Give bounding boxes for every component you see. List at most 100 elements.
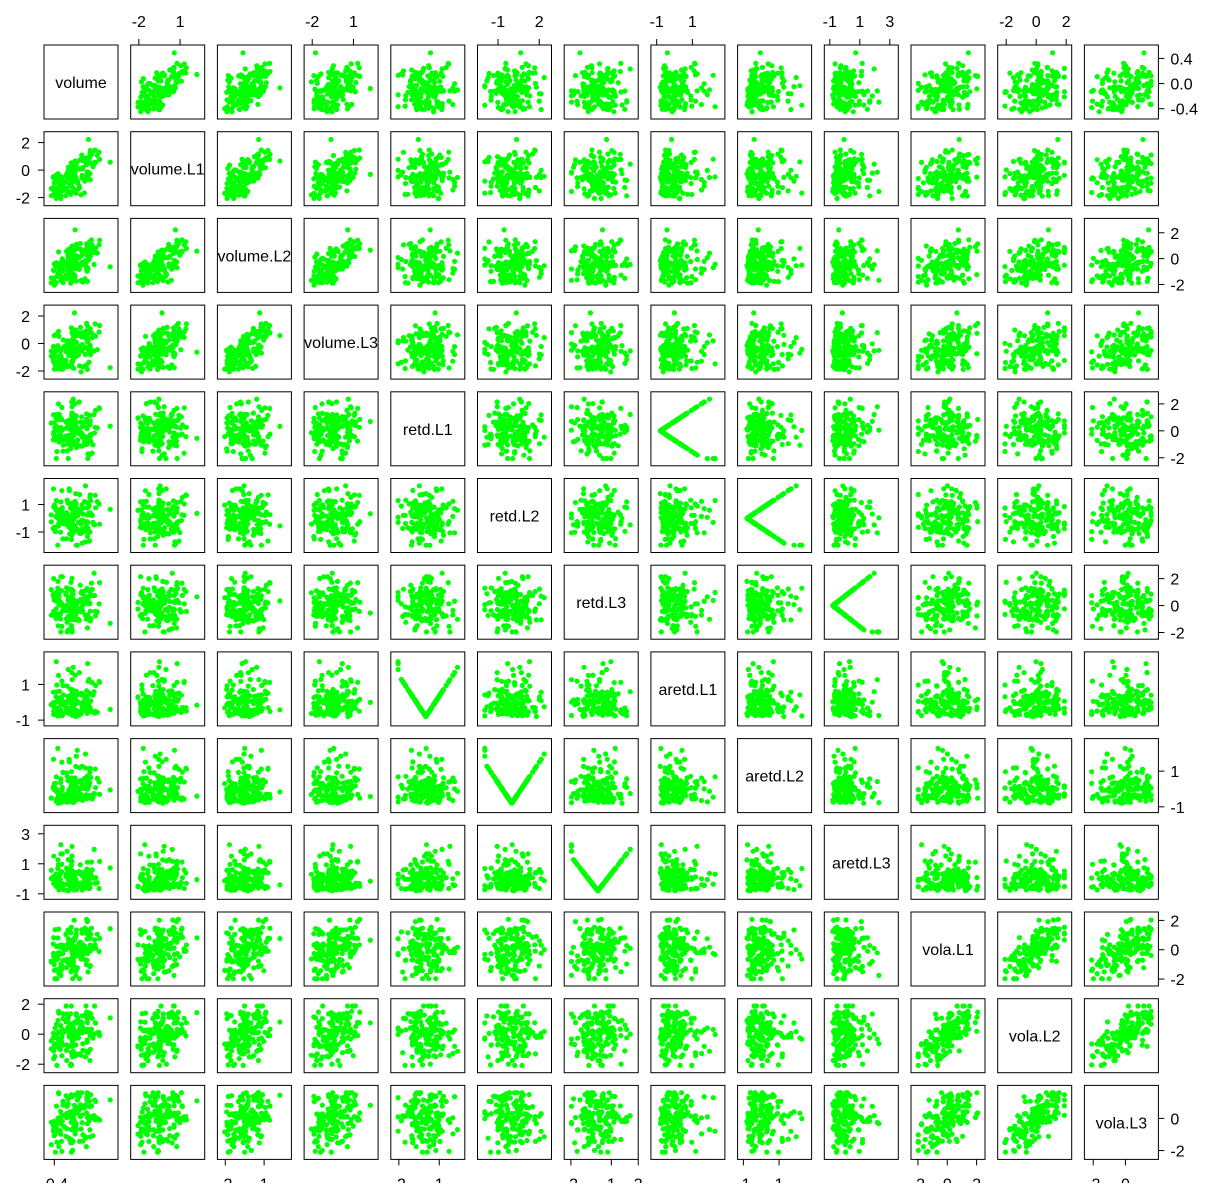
data-point (532, 65, 537, 70)
data-point (432, 80, 437, 85)
data-point (842, 168, 847, 173)
data-point (233, 86, 238, 91)
data-point (857, 277, 862, 282)
data-point (427, 263, 432, 268)
data-point (419, 154, 424, 159)
data-point (1140, 184, 1145, 189)
data-point (974, 73, 979, 78)
data-point (1146, 188, 1151, 193)
data-point (599, 100, 604, 105)
data-point (771, 175, 776, 180)
data-point (680, 80, 685, 85)
data-point (93, 160, 98, 165)
data-point (337, 171, 342, 176)
data-point (605, 175, 610, 180)
data-point (775, 269, 780, 274)
data-point (153, 84, 158, 89)
data-point (1028, 73, 1033, 78)
data-point (569, 100, 574, 105)
data-point (53, 193, 58, 198)
data-point (865, 88, 870, 93)
data-point (1011, 106, 1016, 111)
data-point (757, 171, 762, 176)
data-point (1090, 99, 1095, 104)
data-point (413, 70, 418, 75)
data-point (667, 71, 672, 76)
data-point (419, 272, 424, 277)
data-point (665, 50, 670, 55)
data-point (396, 157, 401, 162)
data-point (622, 88, 627, 93)
data-point (49, 186, 54, 191)
data-point (751, 165, 756, 170)
panel-volume-l1-vs-volume-l2 (217, 132, 291, 206)
data-point (946, 65, 951, 70)
data-point (836, 89, 841, 94)
data-point (622, 185, 627, 190)
data-point (508, 193, 513, 198)
data-point (489, 263, 494, 268)
data-point (521, 189, 526, 194)
data-point (450, 102, 455, 107)
data-point (505, 165, 510, 170)
data-point (1140, 97, 1145, 102)
data-point (70, 243, 75, 248)
data-point (781, 258, 786, 263)
data-point (619, 102, 624, 107)
data-point (413, 259, 418, 264)
data-point (933, 186, 938, 191)
data-point (353, 246, 358, 251)
data-point (334, 175, 339, 180)
data-point (78, 246, 83, 251)
data-point (775, 180, 780, 185)
data-point (609, 254, 614, 259)
data-point (585, 267, 590, 272)
data-point (870, 171, 875, 176)
panel-volume-l2-vs-retd-l2 (478, 218, 552, 292)
data-point (348, 166, 353, 171)
data-point (311, 196, 316, 201)
data-point (439, 107, 444, 112)
data-point (772, 279, 777, 284)
data-point (582, 100, 587, 105)
data-point (1023, 160, 1028, 165)
data-point (1123, 70, 1128, 75)
data-point (861, 171, 866, 176)
data-point (513, 93, 518, 98)
data-point (314, 251, 319, 256)
data-point (539, 107, 544, 112)
data-point (834, 100, 839, 105)
data-point (522, 272, 527, 277)
data-point (849, 271, 854, 276)
data-point (572, 162, 577, 167)
data-point (1100, 185, 1105, 190)
data-point (345, 157, 350, 162)
data-point (413, 160, 418, 165)
data-point (530, 249, 535, 254)
data-point (1130, 100, 1135, 105)
data-point (946, 150, 951, 155)
data-point (526, 193, 531, 198)
data-point (599, 89, 604, 94)
data-point (1002, 174, 1007, 179)
data-point (707, 251, 712, 256)
data-point (770, 70, 775, 75)
data-point (856, 157, 861, 162)
data-point (569, 278, 574, 283)
data-point (315, 81, 320, 86)
data-point (494, 167, 499, 172)
data-point (328, 137, 333, 142)
data-point (671, 246, 676, 251)
data-point (781, 175, 786, 180)
data-point (504, 178, 509, 183)
data-point (695, 88, 700, 93)
data-point (600, 227, 605, 232)
data-point (1098, 162, 1103, 167)
data-point (325, 193, 330, 198)
data-point (749, 280, 754, 285)
data-point (143, 99, 148, 104)
data-point (672, 93, 677, 98)
data-point (619, 171, 624, 176)
data-point (72, 272, 77, 277)
data-point (582, 70, 587, 75)
